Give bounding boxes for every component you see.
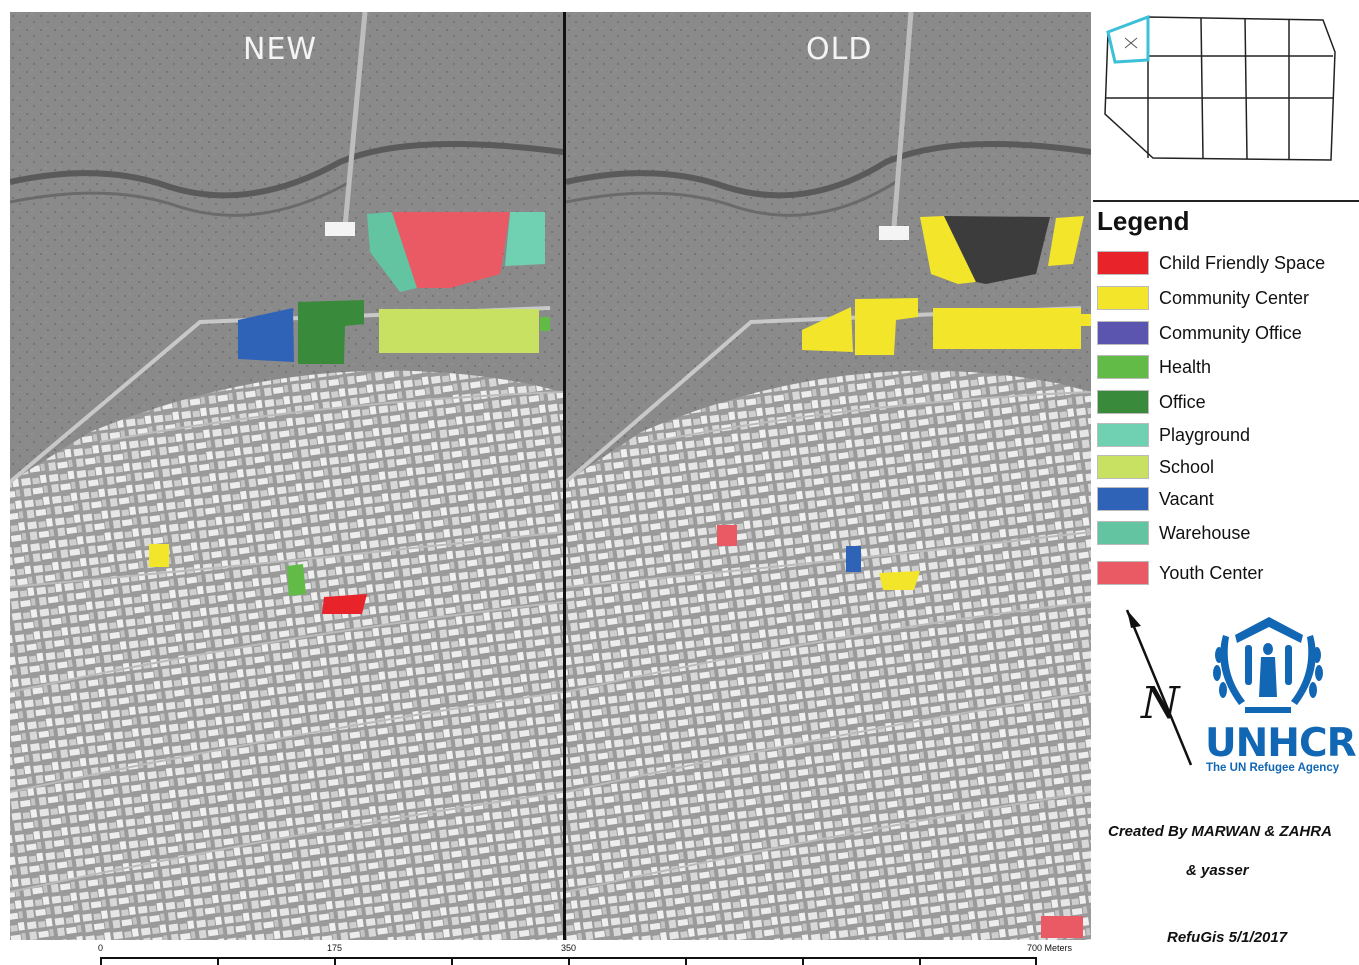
legend-swatch xyxy=(1097,355,1149,379)
north-label: N xyxy=(1140,678,1181,729)
inset-highlight-zone xyxy=(1106,14,1150,64)
scale-label-350: 350 xyxy=(561,943,577,953)
map-panel-new[interactable]: NEW xyxy=(10,12,563,940)
legend-title: Legend xyxy=(1097,206,1190,236)
legend-swatch xyxy=(1097,390,1149,414)
scale-bar: 0 175 350 700 Meters xyxy=(0,940,1093,965)
legend-item-community-center: Community Center xyxy=(1097,286,1359,312)
legend-swatch xyxy=(1097,521,1149,545)
scale-tick xyxy=(919,957,921,965)
panel-label-new: NEW xyxy=(243,32,318,67)
scale-label-700: 700 Meters xyxy=(1027,943,1073,953)
legend-label: Youth Center xyxy=(1159,563,1264,583)
legend-item-child-friendly-space: Child Friendly Space xyxy=(1097,251,1359,277)
legend-item-youth-center: Youth Center xyxy=(1097,561,1359,587)
legend-swatch xyxy=(1097,487,1149,511)
map-panel-old[interactable]: OLD xyxy=(566,12,1091,940)
north-arrow: N xyxy=(1115,600,1200,780)
legend-label: Vacant xyxy=(1159,489,1214,509)
north-arrow-icon: N xyxy=(1125,609,1193,766)
locator-inset-map[interactable] xyxy=(1093,12,1359,200)
legend-label: Health xyxy=(1159,357,1212,377)
legend-swatch xyxy=(1097,561,1149,585)
legend-item-school: School xyxy=(1097,455,1359,481)
scale-tick xyxy=(217,957,219,965)
legend-label: Office xyxy=(1159,392,1206,412)
panel-label-old: OLD xyxy=(806,32,873,67)
aerial-imagery-new xyxy=(10,12,563,940)
scale-tick xyxy=(1035,957,1037,965)
unhcr-logo: UNHCR The UN Refugee Agency xyxy=(1205,615,1359,780)
aerial-imagery-old xyxy=(566,12,1091,940)
scale-tick xyxy=(685,957,687,965)
legend-item-warehouse: Warehouse xyxy=(1097,521,1359,547)
credit-authors: Created By MARWAN & ZAHRA xyxy=(1108,823,1332,840)
legend-item-vacant: Vacant xyxy=(1097,487,1359,513)
legend-swatch xyxy=(1097,321,1149,345)
panel-divider xyxy=(563,12,566,940)
scale-label-0: 0 xyxy=(98,943,104,953)
legend-swatch xyxy=(1097,455,1149,479)
legend-item-office: Office xyxy=(1097,390,1359,416)
legend-label: School xyxy=(1159,457,1215,477)
legend-swatch xyxy=(1097,251,1149,275)
credit-coauthor: & yasser xyxy=(1186,862,1249,879)
scale-tick xyxy=(568,957,570,965)
legend-item-health: Health xyxy=(1097,355,1359,381)
legend-label: Community Office xyxy=(1159,323,1302,343)
legend-label: Warehouse xyxy=(1159,523,1251,543)
legend-item-community-office: Community Office xyxy=(1097,321,1359,347)
legend-label: Child Friendly Space xyxy=(1159,253,1326,273)
legend-swatch xyxy=(1097,286,1149,310)
scale-tick xyxy=(334,957,336,965)
inset-separator xyxy=(1093,200,1359,202)
locator-grid xyxy=(1104,14,1336,161)
logo-wordmark: UNHCR xyxy=(1205,721,1357,766)
logo-tagline: The UN Refugee Agency xyxy=(1206,762,1340,774)
scale-tick xyxy=(100,957,102,965)
scale-tick xyxy=(802,957,804,965)
legend-swatch xyxy=(1097,423,1149,447)
scale-tick xyxy=(451,957,453,965)
unhcr-emblem-icon xyxy=(1213,617,1323,713)
legend-label: Community Center xyxy=(1159,288,1310,308)
legend-label: Playground xyxy=(1159,425,1251,445)
scale-label-175: 175 xyxy=(327,943,343,953)
credit-source-date: RefuGis 5/1/2017 xyxy=(1167,929,1288,946)
legend-item-playground: Playground xyxy=(1097,423,1359,449)
